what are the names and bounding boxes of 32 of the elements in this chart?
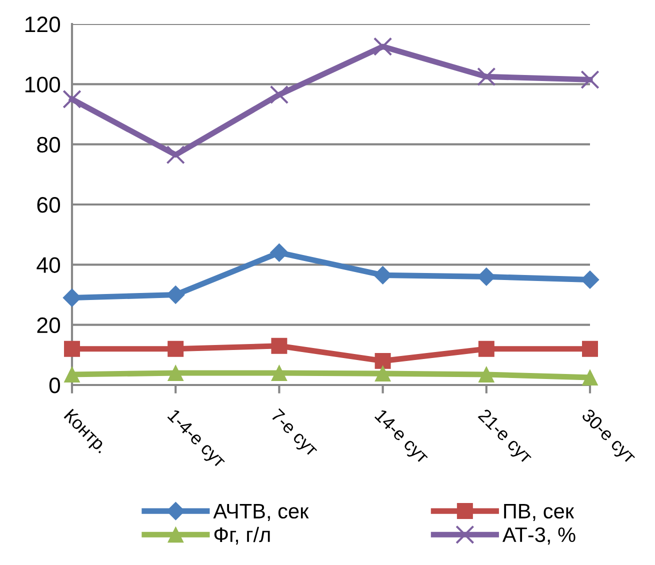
y-tick-label: 0 <box>49 378 60 394</box>
point <box>478 340 494 357</box>
point <box>271 338 288 354</box>
point <box>478 366 494 382</box>
legend-label: ПВ, сек <box>504 504 574 522</box>
y-tick-label: 40 <box>36 257 60 273</box>
point <box>64 366 80 382</box>
point <box>477 67 496 86</box>
point <box>374 366 391 382</box>
point <box>270 243 288 262</box>
point <box>62 90 82 109</box>
x-tick-label: 14-е сут <box>372 408 430 467</box>
point <box>166 145 185 164</box>
point <box>373 37 392 56</box>
y-tick-label: 80 <box>37 136 60 153</box>
point <box>374 352 391 369</box>
point <box>168 364 184 381</box>
point <box>168 340 184 357</box>
y-tick-label: 60 <box>37 197 60 213</box>
point <box>582 369 598 386</box>
legend-label: АТ-3, % <box>502 527 576 545</box>
y-tick-label: 100 <box>26 76 60 92</box>
legend-label: Фг, г/л <box>214 526 270 545</box>
point <box>582 340 598 357</box>
point <box>270 85 289 104</box>
legend-label: АЧТВ, сек <box>213 504 309 522</box>
y-tick-label: 20 <box>37 317 60 334</box>
x-tick-label: 7-е сут <box>268 408 320 460</box>
point <box>271 364 288 381</box>
y-tick-label: 120 <box>26 16 60 32</box>
point <box>580 70 600 90</box>
point <box>64 340 80 357</box>
